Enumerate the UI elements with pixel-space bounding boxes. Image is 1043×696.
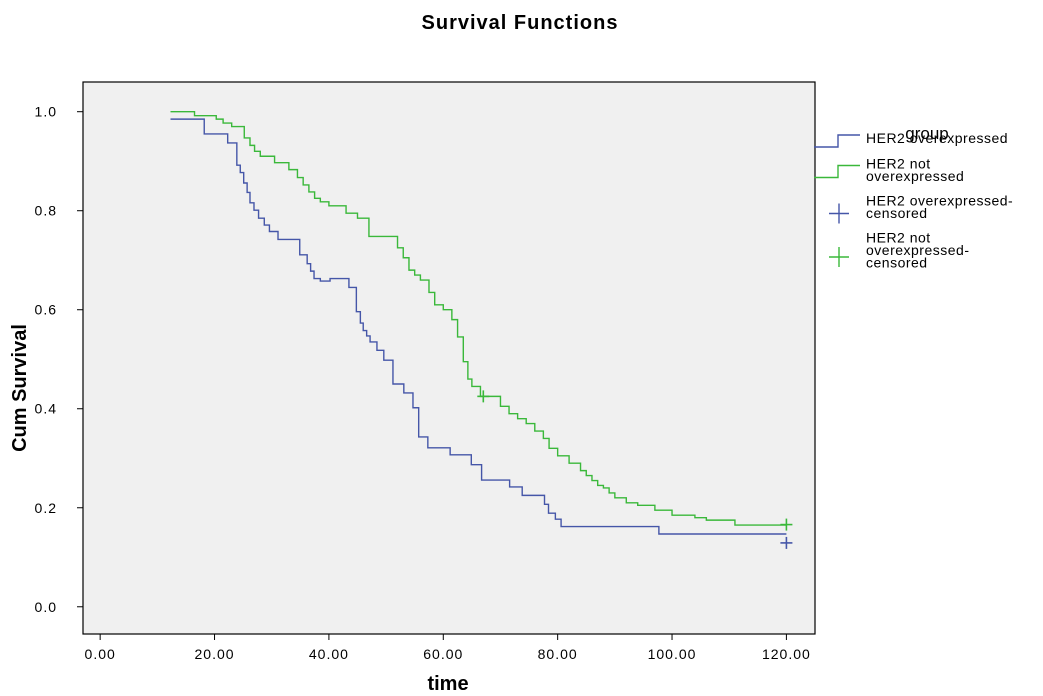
- series-line-0: [170, 118, 787, 535]
- legend-label: HER2 not: [866, 156, 931, 172]
- plot-area: [82, 81, 816, 635]
- legend-label: censored: [866, 205, 928, 221]
- legend-item: HER2 overexpressed-censored: [829, 193, 1013, 224]
- x-tick-label: 20.00: [195, 646, 235, 662]
- x-tick-label: 40.00: [309, 646, 349, 662]
- y-tick-label: 0.6: [35, 302, 57, 318]
- legend-label: HER2 overexpressed: [866, 130, 1008, 146]
- y-tick-label: 0.4: [35, 401, 57, 417]
- legend-title: group: [905, 124, 948, 143]
- censor-marker: [780, 518, 793, 531]
- legend-label: overexpressed-: [866, 242, 970, 258]
- legend-label: HER2 overexpressed-: [866, 193, 1013, 209]
- y-tick-label: 0.8: [35, 203, 57, 219]
- censor-marker: [477, 390, 490, 403]
- x-tick-label: 60.00: [423, 646, 463, 662]
- x-tick-label: 120.00: [762, 646, 811, 662]
- y-tick-label: 0.2: [35, 500, 57, 516]
- y-axis: 0.0 0.2 0.4 0.6 0.8 1.0: [35, 104, 83, 615]
- x-axis-title: time: [427, 673, 468, 695]
- y-tick-label: 0.0: [35, 599, 57, 615]
- series-layer: [170, 111, 787, 535]
- chart-title: Survival Functions: [422, 12, 619, 34]
- y-tick-label: 1.0: [35, 104, 57, 120]
- x-tick-label: 100.00: [648, 646, 697, 662]
- legend-item: HER2 overexpressed: [814, 130, 1008, 148]
- censor-markers: [477, 390, 793, 549]
- legend-label: overexpressed: [866, 168, 964, 184]
- y-axis-title: Cum Survival: [9, 324, 31, 452]
- legend-label: HER2 not: [866, 230, 931, 246]
- legend-label: censored: [866, 255, 928, 271]
- x-tick-label: 80.00: [538, 646, 578, 662]
- censor-marker: [780, 536, 793, 549]
- x-tick-label: 0.00: [85, 646, 116, 662]
- x-axis: 0.00 20.00 40.00 60.00 80.00 100.00 120.00: [85, 634, 811, 662]
- legend-swatch: [814, 164, 860, 179]
- series-line-1: [170, 111, 787, 526]
- legend-swatch: [814, 134, 860, 148]
